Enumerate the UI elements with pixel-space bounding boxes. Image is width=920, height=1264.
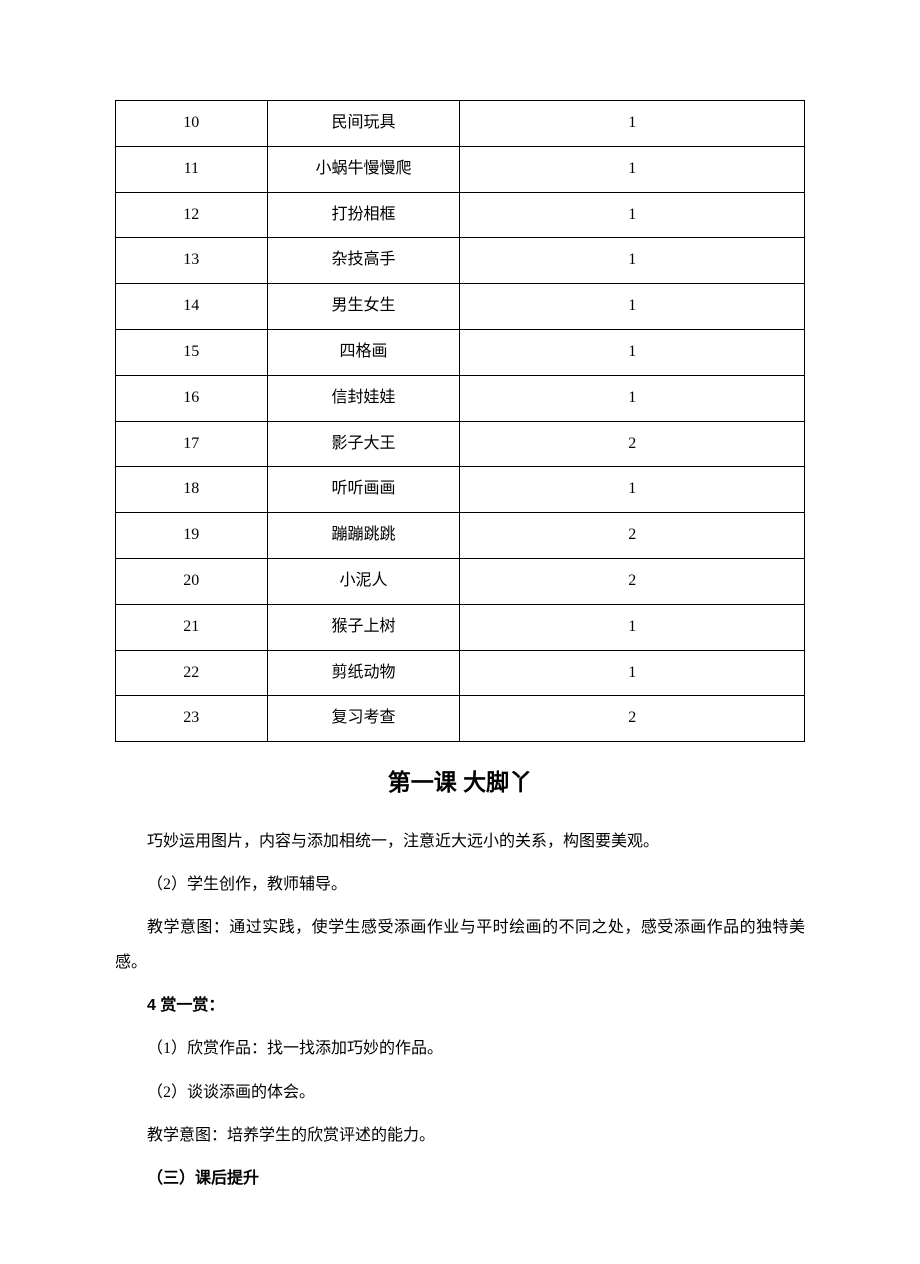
lesson-number: 18: [116, 467, 268, 513]
lesson-schedule-table: 10民间玩具111小蜗牛慢慢爬112打扮相框113杂技高手114男生女生115四…: [115, 100, 805, 742]
lesson-number: 16: [116, 375, 268, 421]
lesson-name: 四格画: [267, 329, 460, 375]
paragraph-appreciate-2: （2）谈谈添画的体会。: [115, 1075, 805, 1110]
lesson-number: 19: [116, 513, 268, 559]
table-row: 13杂技高手1: [116, 238, 805, 284]
lesson-number: 23: [116, 696, 268, 742]
paragraph-teaching-intent-1: 教学意图：通过实践，使学生感受添画作业与平时绘画的不同之处，感受添画作品的独特美…: [115, 910, 805, 980]
lesson-number: 15: [116, 329, 268, 375]
lesson-number: 17: [116, 421, 268, 467]
table-row: 22剪纸动物1: [116, 650, 805, 696]
lesson-name: 听听画画: [267, 467, 460, 513]
lesson-name: 小泥人: [267, 558, 460, 604]
lesson-name: 打扮相框: [267, 192, 460, 238]
lesson-number: 10: [116, 101, 268, 147]
lesson-hours: 2: [460, 421, 805, 467]
paragraph-student-work: （2）学生创作，教师辅导。: [115, 867, 805, 902]
heading-appreciation: 4 赏一赏：: [115, 988, 805, 1023]
lesson-hours: 1: [460, 192, 805, 238]
lesson-name: 猴子上树: [267, 604, 460, 650]
lesson-number: 21: [116, 604, 268, 650]
lesson-hours: 2: [460, 513, 805, 559]
lesson-name: 蹦蹦跳跳: [267, 513, 460, 559]
table-row: 21猴子上树1: [116, 604, 805, 650]
lesson-hours: 2: [460, 696, 805, 742]
table-row: 15四格画1: [116, 329, 805, 375]
table-row: 11小蜗牛慢慢爬1: [116, 146, 805, 192]
lesson-hours: 1: [460, 238, 805, 284]
lesson-hours: 1: [460, 650, 805, 696]
lesson-title: 第一课 大脚丫: [115, 762, 805, 803]
lesson-number: 12: [116, 192, 268, 238]
lesson-name: 剪纸动物: [267, 650, 460, 696]
lesson-name: 小蜗牛慢慢爬: [267, 146, 460, 192]
table-row: 14男生女生1: [116, 284, 805, 330]
lesson-number: 11: [116, 146, 268, 192]
table-row: 10民间玩具1: [116, 101, 805, 147]
lesson-hours: 1: [460, 604, 805, 650]
lesson-hours: 1: [460, 375, 805, 421]
lesson-number: 13: [116, 238, 268, 284]
lesson-name: 信封娃娃: [267, 375, 460, 421]
lesson-name: 男生女生: [267, 284, 460, 330]
lesson-name: 复习考查: [267, 696, 460, 742]
lesson-name: 民间玩具: [267, 101, 460, 147]
lesson-hours: 1: [460, 101, 805, 147]
lesson-name: 影子大王: [267, 421, 460, 467]
table-row: 19蹦蹦跳跳2: [116, 513, 805, 559]
paragraph-teaching-intent-2: 教学意图：培养学生的欣赏评述的能力。: [115, 1118, 805, 1153]
table-row: 17影子大王2: [116, 421, 805, 467]
lesson-hours: 2: [460, 558, 805, 604]
table-row: 20小泥人2: [116, 558, 805, 604]
lesson-number: 14: [116, 284, 268, 330]
lesson-name: 杂技高手: [267, 238, 460, 284]
paragraph-content: 巧妙运用图片，内容与添加相统一，注意近大远小的关系，构图要美观。: [115, 824, 805, 859]
lesson-number: 20: [116, 558, 268, 604]
lesson-hours: 1: [460, 329, 805, 375]
lesson-number: 22: [116, 650, 268, 696]
lesson-hours: 1: [460, 467, 805, 513]
lesson-hours: 1: [460, 146, 805, 192]
table-row: 12打扮相框1: [116, 192, 805, 238]
paragraph-appreciate-1: （1）欣赏作品：找一找添加巧妙的作品。: [115, 1031, 805, 1066]
table-row: 16信封娃娃1: [116, 375, 805, 421]
table-row: 18听听画画1: [116, 467, 805, 513]
lesson-hours: 1: [460, 284, 805, 330]
table-row: 23复习考查2: [116, 696, 805, 742]
